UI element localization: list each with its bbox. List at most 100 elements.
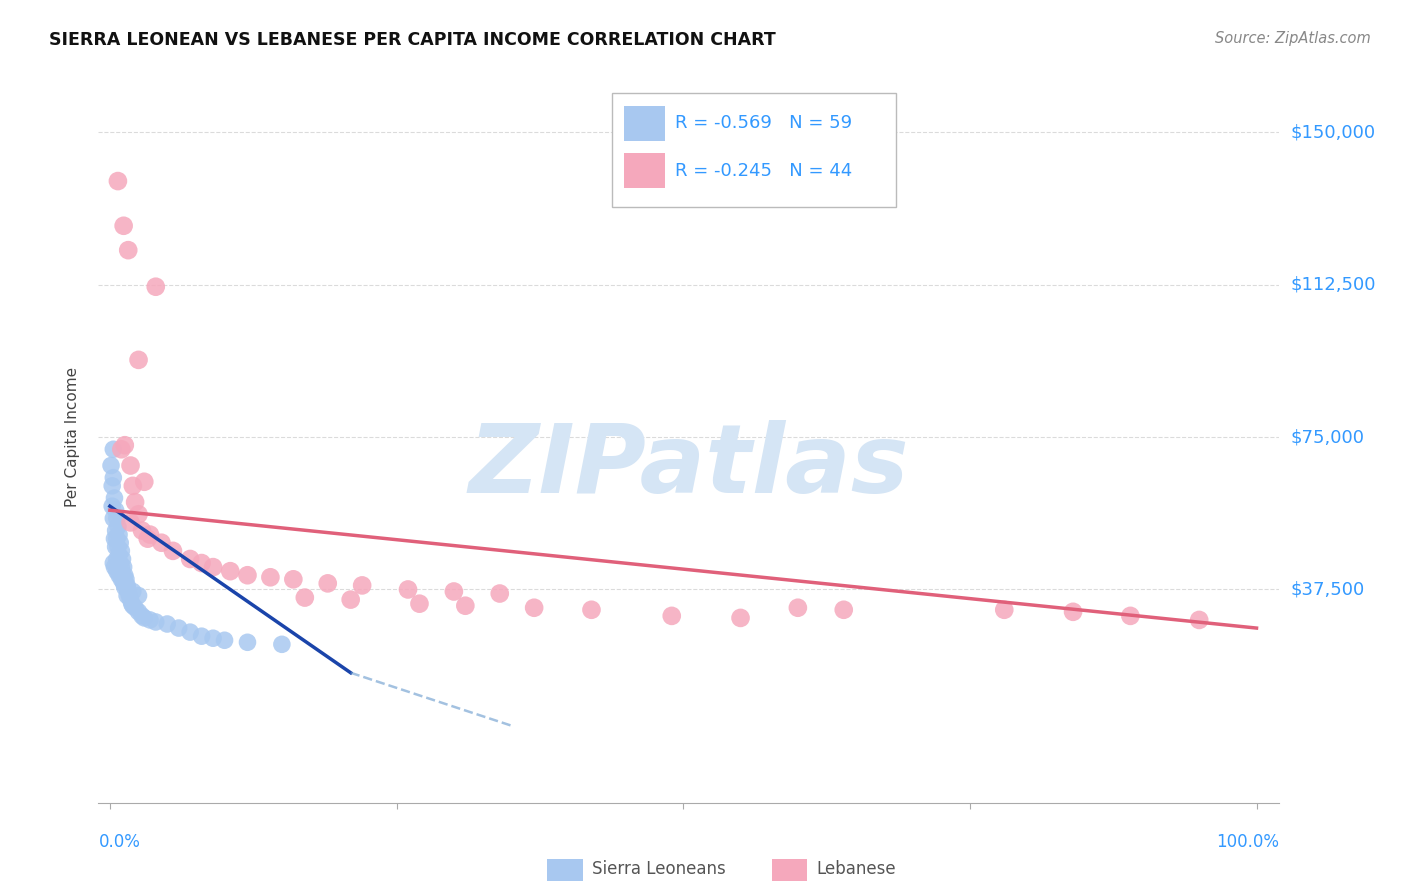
Point [156,617,179,632]
Point [136,532,159,546]
Point [1119,608,1142,623]
Point [283,572,305,586]
Point [110,442,132,457]
Point [121,584,143,599]
Point [104,540,127,554]
Text: 100.0%: 100.0% [1216,833,1279,851]
Point [145,279,167,293]
Point [121,597,143,611]
Bar [547,859,582,881]
Point [104,524,127,538]
Point [108,556,131,570]
Point [128,352,150,367]
Point [523,600,546,615]
Point [219,564,242,578]
Point [120,592,142,607]
Point [112,576,135,591]
Point [661,608,683,623]
Point [832,603,855,617]
Bar [624,153,665,188]
Text: ZIPatlas: ZIPatlas [468,420,910,513]
Point [139,613,162,627]
Point [103,556,125,570]
Point [396,582,419,597]
Text: Lebanese: Lebanese [817,861,896,879]
Point [150,535,173,549]
Point [128,589,150,603]
Point [101,499,124,513]
FancyBboxPatch shape [612,94,896,207]
Point [259,570,281,584]
Point [294,591,316,605]
Point [202,632,225,646]
Point [111,568,134,582]
Point [108,535,131,549]
Point [115,581,138,595]
Point [103,491,125,505]
Text: $112,500: $112,500 [1291,276,1376,293]
Point [103,532,125,546]
Point [100,458,122,473]
Point [128,508,150,522]
Point [112,560,135,574]
Text: Sierra Leoneans: Sierra Leoneans [592,861,725,879]
Point [408,597,430,611]
Point [145,615,167,629]
Point [179,625,201,640]
Bar [624,106,665,141]
Point [730,611,752,625]
Point [108,548,131,562]
Point [115,572,138,586]
Point [993,603,1015,617]
Point [103,560,125,574]
Point [236,568,259,582]
Point [167,621,190,635]
Point [443,584,465,599]
Y-axis label: Per Capita Income: Per Capita Income [65,367,80,508]
Point [131,524,153,538]
Point [103,511,125,525]
Point [214,633,236,648]
Point [202,560,225,574]
Point [105,532,128,546]
Point [107,540,129,554]
Point [581,603,603,617]
Point [104,503,127,517]
Point [1062,605,1084,619]
Point [111,552,134,566]
Point [352,578,374,592]
Point [124,600,146,615]
Point [786,600,808,615]
Point [105,552,128,566]
Point [114,581,136,595]
Point [105,511,128,525]
Text: R = -0.569   N = 59: R = -0.569 N = 59 [675,113,852,131]
Text: $75,000: $75,000 [1291,428,1365,446]
Point [339,592,361,607]
Point [115,589,138,603]
Text: R = -0.245   N = 44: R = -0.245 N = 44 [675,161,852,180]
Point [124,495,146,509]
Point [120,516,142,530]
Point [128,605,150,619]
Text: $150,000: $150,000 [1291,123,1375,141]
Point [190,629,212,643]
Point [316,576,339,591]
Point [101,479,124,493]
Text: Source: ZipAtlas.com: Source: ZipAtlas.com [1215,31,1371,46]
Point [117,243,139,257]
Point [179,552,201,566]
Point [162,544,184,558]
Point [110,560,132,574]
Point [117,584,139,599]
Point [120,458,142,473]
Point [107,519,129,533]
Point [108,527,131,541]
Text: $37,500: $37,500 [1291,581,1365,599]
Point [107,174,129,188]
Point [115,578,138,592]
Point [121,599,143,613]
Bar [772,859,807,881]
Point [139,527,162,541]
Point [103,471,125,485]
